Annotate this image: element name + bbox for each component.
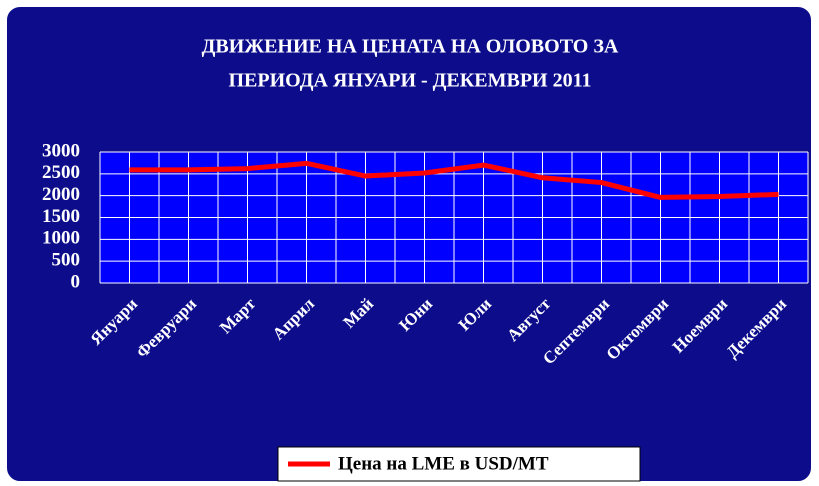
data-line — [129, 160, 779, 200]
y-tick-label: 2000 — [42, 184, 80, 205]
y-tick-label: 1000 — [42, 228, 80, 249]
chart-title: ДВИЖЕНИЕ НА ЦЕНАТА НА ОЛОВОТО ЗА — [202, 36, 619, 58]
y-tick-label: 500 — [52, 250, 81, 271]
legend-label: Цена на LME в USD/MT — [338, 453, 549, 474]
y-tick-label: 0 — [71, 271, 81, 292]
legend-box — [277, 446, 641, 482]
y-tick-label: 3000 — [42, 140, 80, 161]
y-tick-label: 1500 — [42, 206, 80, 227]
y-tick-label: 2500 — [42, 162, 80, 183]
chart-title: ПЕРИОДА ЯНУАРИ - ДЕКЕМВРИ 2011 — [229, 70, 592, 92]
